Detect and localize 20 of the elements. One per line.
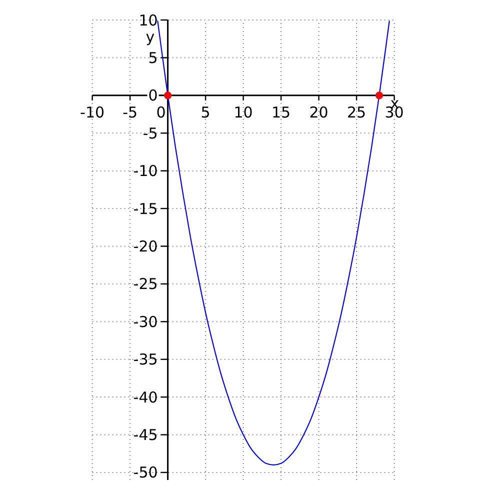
y-tick-label: 10 [138, 11, 158, 30]
y-tick-label: -35 [133, 350, 158, 369]
y-tick-label: -10 [133, 162, 158, 180]
x-tick-label: -10 [80, 104, 105, 122]
x-tick-label: 20 [309, 104, 328, 122]
y-tick-label: -50 [133, 464, 158, 482]
y-tick-label: -15 [133, 200, 158, 218]
x-tick-label: 10 [234, 104, 253, 122]
y-axis-title: y [146, 28, 155, 46]
y-tick-label: 0 [148, 86, 158, 105]
y-tick-label: -25 [133, 275, 158, 294]
y-tick-label: -30 [133, 312, 158, 331]
x-tick-label: 25 [347, 104, 366, 122]
x-tick-label: 5 [200, 104, 210, 122]
y-tick-label: -45 [133, 426, 158, 444]
y-tick-label: 5 [148, 48, 158, 67]
y-tick-label: -40 [133, 388, 158, 406]
y-tick-label: -5 [142, 124, 158, 142]
x-tick-label: 15 [272, 104, 291, 122]
y-tick-label: -20 [133, 237, 158, 256]
